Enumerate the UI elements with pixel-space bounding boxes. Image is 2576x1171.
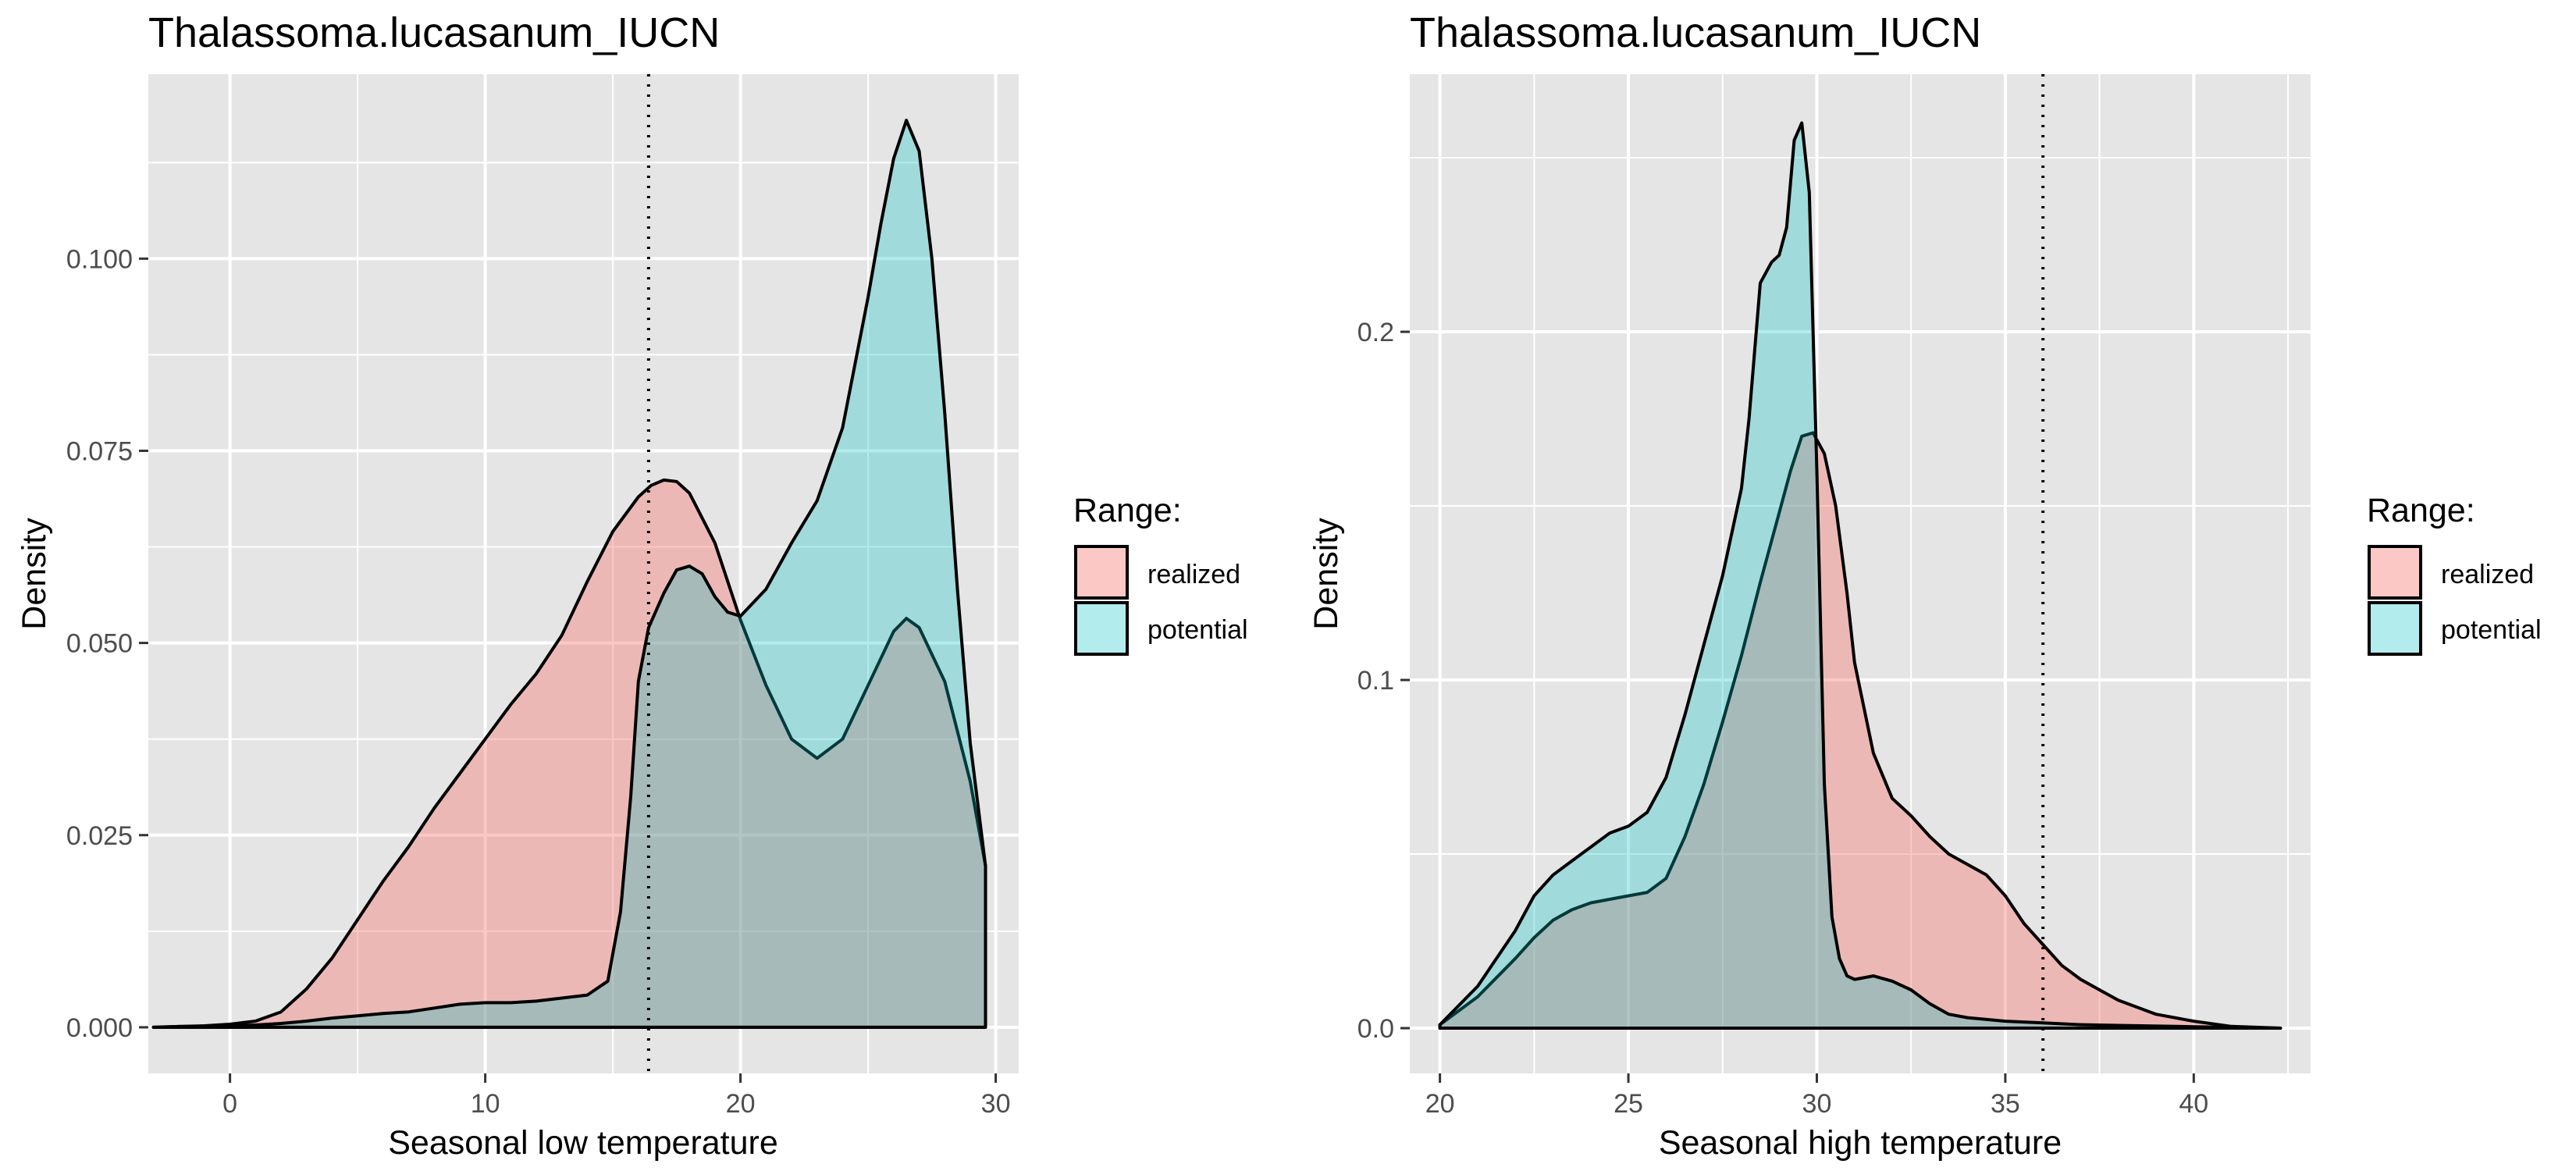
x-tick-label: 20 — [726, 1089, 756, 1119]
legend-title: Range: — [1073, 492, 1182, 529]
chart-panel-seasonal-low: Thalassoma.lucasanum_IUCN 0.000 0.025 0.05… — [16, 9, 1248, 1162]
x-tick-label: 35 — [1991, 1089, 2020, 1119]
x-tick-label: 40 — [2179, 1089, 2208, 1119]
plot-background — [1410, 74, 2311, 1073]
legend-label-potential: potential — [1147, 615, 1248, 645]
legend-key-realized — [2368, 545, 2422, 600]
x-tick-label: 10 — [471, 1089, 500, 1119]
density-area-realized — [151, 478, 987, 1029]
y-axis: 0.000 0.025 0.050 0.075 0.100 — [66, 244, 148, 1043]
x-tick-label: 25 — [1614, 1089, 1643, 1119]
legend-key-realized — [1074, 545, 1129, 600]
y-tick-label: 0.075 — [66, 436, 133, 466]
y-tick-label: 0.2 — [1357, 318, 1394, 347]
x-axis: 0 10 20 30 — [222, 1073, 1010, 1119]
x-tick-label: 0 — [222, 1089, 237, 1119]
x-axis: 20 25 30 35 40 — [1425, 1073, 2208, 1119]
density-area-potential — [151, 119, 987, 1029]
chart-panel-seasonal-high: Thalassoma.lucasanum_IUCN 0.0 0.1 0.2 20 25… — [1308, 9, 2542, 1162]
legend-key-potential — [2368, 601, 2422, 656]
density-areas — [151, 119, 987, 1029]
legend: Range: realized potential — [2367, 492, 2542, 656]
grid-lines — [1410, 74, 2311, 1073]
legend-label-realized: realized — [1147, 560, 1240, 589]
x-tick-label: 30 — [1802, 1089, 1832, 1119]
y-axis-title: Density — [1308, 518, 1345, 630]
density-areas — [1438, 121, 2282, 1030]
x-tick-label: 30 — [981, 1089, 1011, 1119]
x-tick-label: 20 — [1425, 1089, 1455, 1119]
x-axis-title: Seasonal high temperature — [1659, 1124, 2062, 1162]
legend-label-realized: realized — [2441, 560, 2534, 589]
y-tick-label: 0.100 — [66, 244, 133, 274]
y-tick-label: 0.050 — [66, 629, 133, 659]
chart-title: Thalassoma.lucasanum_IUCN — [148, 9, 720, 56]
chart-title: Thalassoma.lucasanum_IUCN — [1410, 9, 1981, 56]
legend-title: Range: — [2367, 492, 2475, 529]
y-axis-title: Density — [16, 518, 53, 630]
legend-key-potential — [1074, 601, 1129, 656]
x-axis-title: Seasonal low temperature — [388, 1124, 778, 1162]
y-tick-label: 0.025 — [66, 821, 133, 851]
density-area-potential — [1438, 121, 2282, 1030]
y-tick-label: 0.0 — [1357, 1014, 1394, 1044]
density-area-realized — [1438, 431, 2282, 1030]
y-axis: 0.0 0.1 0.2 — [1357, 318, 1410, 1044]
plot-background — [148, 74, 1019, 1073]
y-tick-label: 0.1 — [1357, 666, 1394, 696]
legend: Range: realized potential — [1073, 492, 1248, 656]
legend-label-potential: potential — [2441, 615, 2542, 645]
y-tick-label: 0.000 — [66, 1013, 133, 1043]
